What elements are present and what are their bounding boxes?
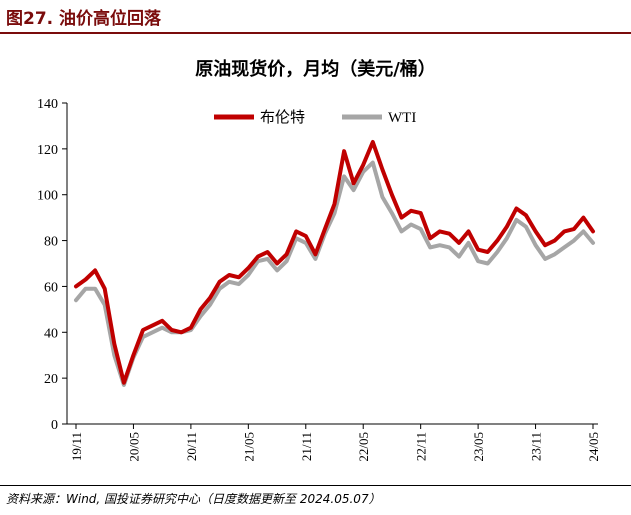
x-tick-label: 22/05 <box>356 432 371 462</box>
footer-divider <box>0 485 631 486</box>
x-tick-label: 23/11 <box>529 432 544 461</box>
x-tick-label: 20/11 <box>184 432 199 461</box>
chart-title: 原油现货价，月均（美元/桶） <box>195 59 436 80</box>
source-note: 资料来源：Wind, 国投证券研究中心（日度数据更新至 2024.05.07） <box>6 492 381 506</box>
x-tick-label: 24/05 <box>586 432 601 462</box>
legend-label: 布伦特 <box>260 108 305 126</box>
x-tick-label: 19/11 <box>69 432 84 461</box>
y-tick-label: 140 <box>37 97 58 112</box>
series-line <box>74 140 595 385</box>
figure-title: 图27. 油价高位回落 <box>6 9 162 29</box>
x-tick-label: 23/05 <box>471 432 486 462</box>
y-tick-label: 0 <box>51 418 58 433</box>
x-tick-label: 22/11 <box>414 432 429 461</box>
y-tick-label: 40 <box>44 326 58 341</box>
y-tick-label: 80 <box>44 235 58 250</box>
y-tick-label: 120 <box>37 143 58 158</box>
figure-header: 图27. 油价高位回落 <box>0 0 631 34</box>
x-tick-label: 21/11 <box>299 432 314 461</box>
legend-label: WTI <box>388 110 416 126</box>
y-tick-label: 20 <box>44 372 58 387</box>
series-line <box>74 160 595 387</box>
x-tick-label: 21/05 <box>241 432 256 462</box>
y-tick-label: 100 <box>37 189 58 204</box>
y-tick-label: 60 <box>44 280 58 295</box>
x-tick-label: 20/05 <box>126 432 141 462</box>
